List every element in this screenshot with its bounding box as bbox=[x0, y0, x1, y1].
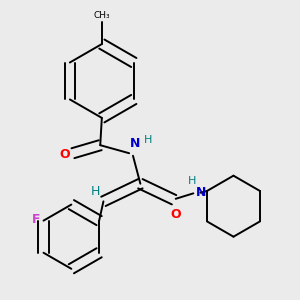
Text: H: H bbox=[144, 135, 152, 145]
Text: H: H bbox=[91, 185, 100, 198]
Text: O: O bbox=[170, 208, 181, 221]
Text: O: O bbox=[60, 148, 70, 161]
Text: CH₃: CH₃ bbox=[94, 11, 110, 20]
Text: F: F bbox=[32, 212, 40, 226]
Text: N: N bbox=[196, 186, 206, 199]
Text: H: H bbox=[188, 176, 196, 186]
Text: N: N bbox=[130, 137, 140, 150]
